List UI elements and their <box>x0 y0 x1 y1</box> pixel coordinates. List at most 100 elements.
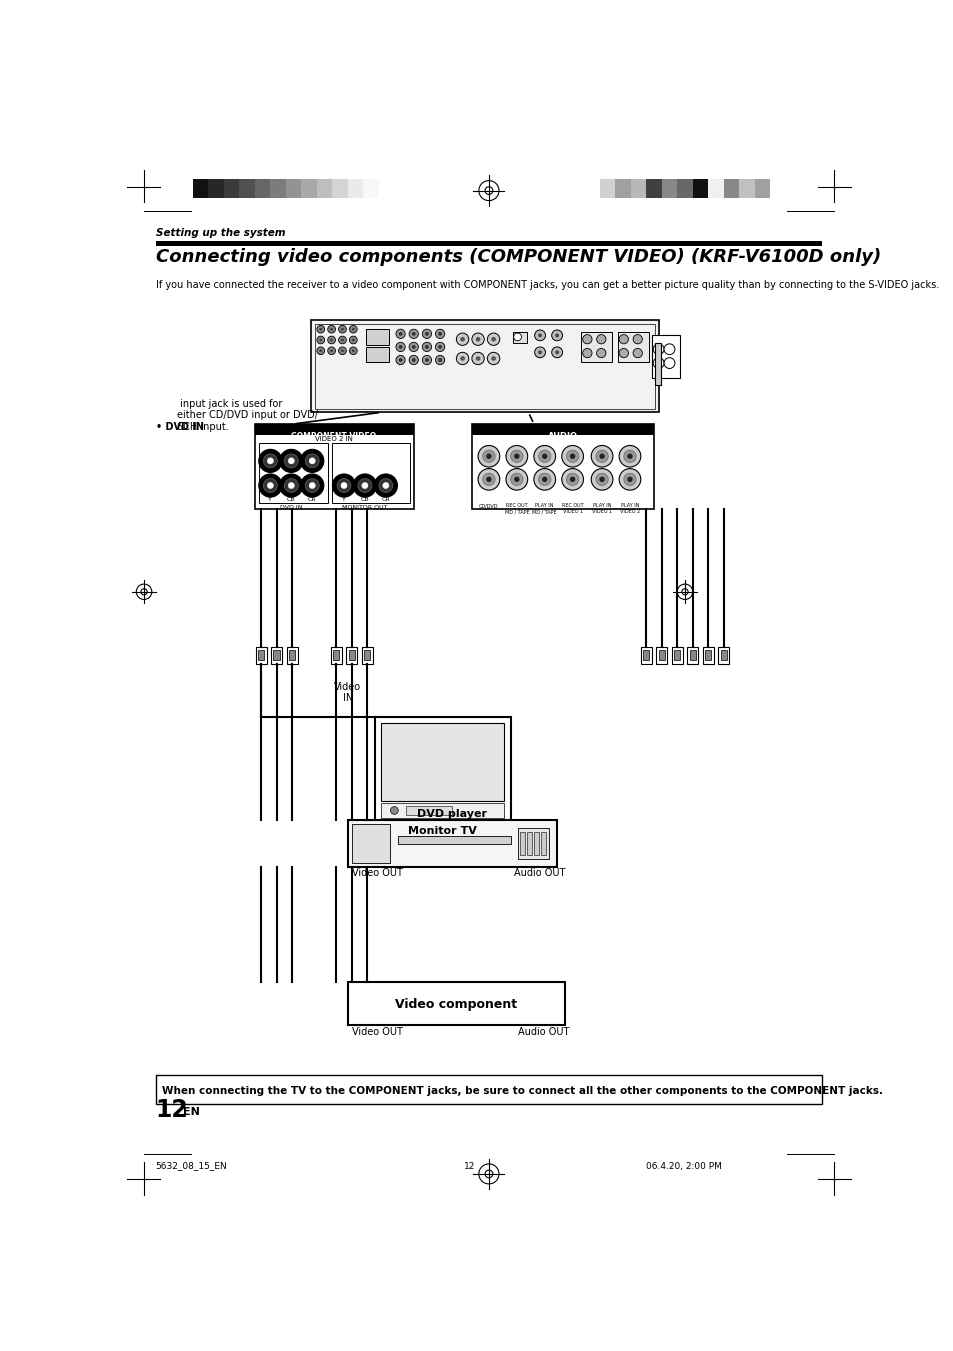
Bar <box>155 242 821 246</box>
Text: Video OUT: Video OUT <box>352 867 402 878</box>
Circle shape <box>284 454 298 467</box>
Circle shape <box>279 450 303 473</box>
Circle shape <box>330 328 333 331</box>
Circle shape <box>555 350 558 354</box>
Bar <box>704 650 711 661</box>
Text: Audio OUT: Audio OUT <box>514 867 565 878</box>
Circle shape <box>424 358 429 362</box>
Bar <box>365 330 389 345</box>
Circle shape <box>409 330 418 339</box>
Circle shape <box>435 342 444 351</box>
Circle shape <box>338 347 346 354</box>
Circle shape <box>412 345 416 349</box>
Circle shape <box>328 326 335 334</box>
Bar <box>289 650 294 661</box>
Circle shape <box>618 469 640 490</box>
Circle shape <box>338 326 346 334</box>
Bar <box>472 424 654 508</box>
Bar <box>534 832 538 855</box>
Text: CB: CB <box>360 497 369 503</box>
Circle shape <box>319 328 322 331</box>
Circle shape <box>319 349 322 353</box>
Circle shape <box>491 336 496 342</box>
Circle shape <box>361 482 368 489</box>
Circle shape <box>316 347 324 354</box>
Circle shape <box>340 349 344 353</box>
Circle shape <box>663 358 674 369</box>
Bar <box>640 647 651 665</box>
Circle shape <box>395 330 405 339</box>
Text: VIDEO 2 IN: VIDEO 2 IN <box>314 436 353 442</box>
Circle shape <box>618 349 628 358</box>
Circle shape <box>618 446 640 467</box>
Circle shape <box>534 347 545 358</box>
Circle shape <box>537 473 550 485</box>
Circle shape <box>486 454 491 459</box>
Text: AUDIO: AUDIO <box>547 432 577 442</box>
Bar <box>397 836 510 843</box>
Bar <box>208 180 224 197</box>
Circle shape <box>309 482 315 489</box>
Circle shape <box>309 458 315 463</box>
Circle shape <box>352 349 355 353</box>
Circle shape <box>537 450 550 462</box>
Text: 5632_08_15_EN: 5632_08_15_EN <box>155 1162 227 1170</box>
Circle shape <box>537 350 541 354</box>
Circle shape <box>332 474 355 497</box>
Circle shape <box>596 349 605 358</box>
Circle shape <box>561 446 583 467</box>
Circle shape <box>510 450 522 462</box>
Circle shape <box>412 332 416 336</box>
Bar <box>526 832 532 855</box>
Circle shape <box>352 339 355 342</box>
Text: Audio OUT: Audio OUT <box>517 1027 569 1036</box>
Circle shape <box>623 450 636 462</box>
Circle shape <box>486 477 491 482</box>
Circle shape <box>582 335 592 345</box>
Circle shape <box>555 334 558 338</box>
Bar <box>286 180 301 197</box>
Bar <box>674 650 679 661</box>
Text: Video component: Video component <box>395 998 517 1012</box>
Text: When connecting the TV to the COMPONENT jacks, be sure to connect all the other : When connecting the TV to the COMPONENT … <box>162 1086 882 1096</box>
Bar <box>739 180 754 197</box>
Bar <box>364 650 370 661</box>
Text: DVD IN: DVD IN <box>280 505 302 509</box>
Circle shape <box>395 355 405 365</box>
Text: Video
IN: Video IN <box>334 681 361 703</box>
Bar <box>363 180 378 197</box>
Circle shape <box>279 474 303 497</box>
Circle shape <box>459 336 464 342</box>
Circle shape <box>422 330 431 339</box>
Bar <box>686 647 698 665</box>
Circle shape <box>663 345 674 354</box>
Circle shape <box>534 330 545 340</box>
Circle shape <box>288 458 294 463</box>
Circle shape <box>618 335 628 345</box>
Circle shape <box>482 473 495 485</box>
Circle shape <box>551 330 562 340</box>
Circle shape <box>541 454 547 459</box>
Text: EN: EN <box>183 1106 199 1117</box>
Circle shape <box>477 446 499 467</box>
Bar <box>255 647 266 665</box>
Circle shape <box>288 482 294 489</box>
Bar <box>331 647 341 665</box>
Bar <box>257 650 264 661</box>
Text: If you have connected the receiver to a video component with COMPONENT jacks, yo: If you have connected the receiver to a … <box>155 280 938 289</box>
Bar <box>517 828 549 859</box>
Bar <box>361 647 373 665</box>
Bar <box>615 180 630 197</box>
Bar <box>311 320 658 412</box>
Circle shape <box>263 478 277 493</box>
Bar <box>654 343 660 385</box>
Bar <box>258 443 328 503</box>
Bar <box>599 180 615 197</box>
Text: COMPONENT VIDEO: COMPONENT VIDEO <box>291 432 376 442</box>
Circle shape <box>319 339 322 342</box>
Circle shape <box>398 345 402 349</box>
Circle shape <box>633 349 641 358</box>
Circle shape <box>456 334 468 346</box>
Bar <box>406 805 452 815</box>
Bar <box>754 180 769 197</box>
